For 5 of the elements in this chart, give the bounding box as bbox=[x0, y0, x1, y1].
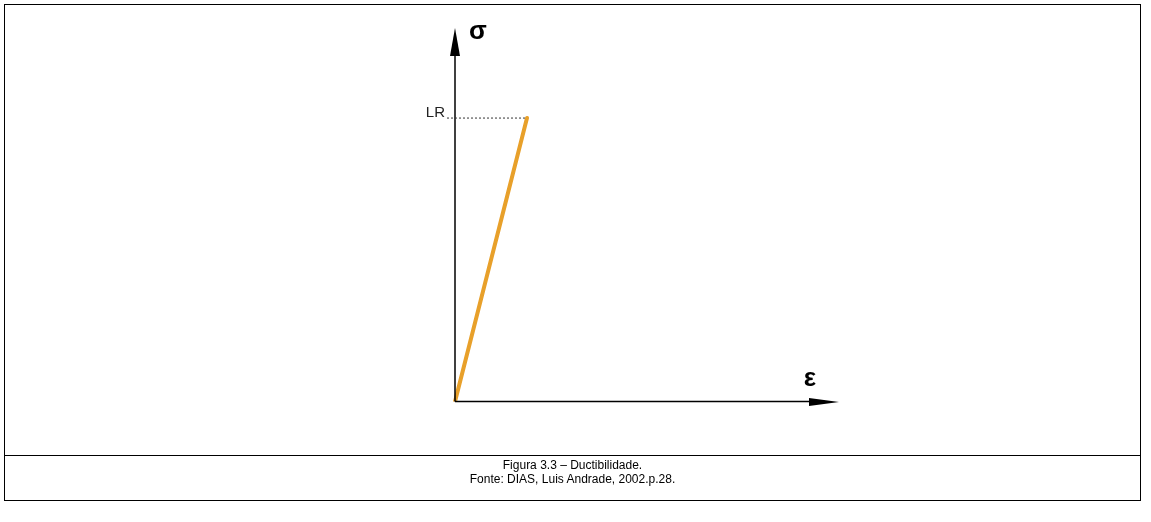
source-note: Fonte: DIAS, Luis Andrade, 2002.p.28. bbox=[468, 472, 677, 486]
ref-line-label: LR bbox=[425, 102, 446, 120]
y-axis-title: σ bbox=[469, 15, 487, 46]
text: Figura 3.3 – Ductibilidade. bbox=[501, 458, 644, 472]
x-axis-title: ε bbox=[803, 361, 817, 392]
